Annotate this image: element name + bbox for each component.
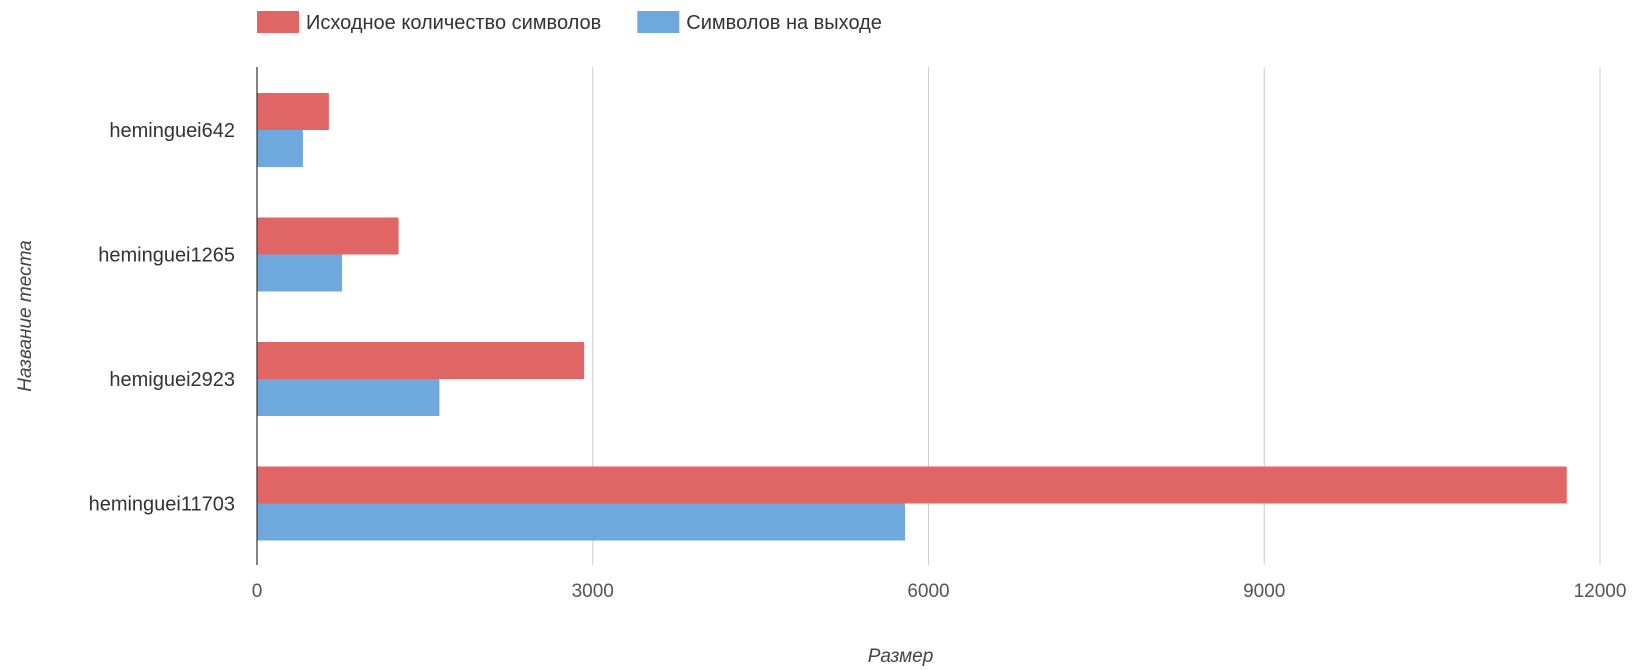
bar-original-hemiguei2923 [257,342,585,379]
x-tick-label: 12000 [1574,581,1627,602]
x-axis-ticks: 0 3000 6000 9000 12000 [252,581,1627,602]
bar-output-hemiguei2923 [257,379,440,416]
bars [257,93,1567,541]
legend: Исходное количество символов Символов на … [257,11,882,34]
y-category-label: heminguei642 [109,120,235,142]
x-tick-label: 3000 [572,581,614,602]
bar-output-heminguei11703 [257,503,905,541]
bar-original-heminguei642 [257,93,329,130]
y-category-label: heminguei11703 [89,494,235,516]
legend-swatch [637,11,680,33]
legend-swatch [257,11,299,33]
legend-item-output[interactable]: Символов на выходе [637,11,882,34]
legend-label: Символов на выходе [686,12,882,34]
x-tick-label: 0 [252,581,263,602]
x-axis-title: Размер [868,646,934,667]
y-axis-category-labels: heminguei642 heminguei1265 hemiguei2923 hem… [89,120,235,516]
bar-output-heminguei642 [257,130,303,167]
x-tick-label: 6000 [907,581,949,602]
y-category-label: heminguei1265 [98,245,235,267]
x-tick-label: 9000 [1243,581,1285,602]
legend-item-original[interactable]: Исходное количество символов [257,11,601,34]
y-axis-title: Название теста [15,240,36,392]
bar-original-heminguei1265 [257,217,399,255]
bar-output-heminguei1265 [257,254,343,292]
legend-label: Исходное количество символов [306,12,601,34]
bar-original-heminguei11703 [257,466,1567,504]
y-category-label: hemiguei2923 [109,369,235,391]
